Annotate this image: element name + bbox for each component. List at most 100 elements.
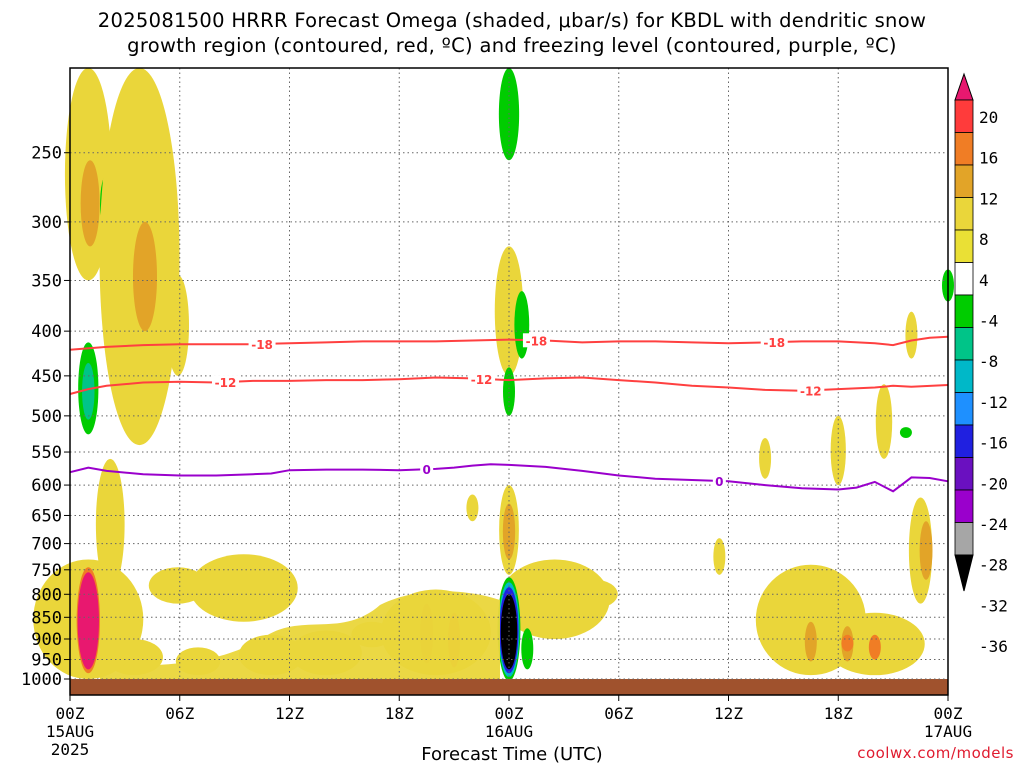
y-tick-label: 700 — [31, 535, 62, 555]
colorbar-swatch — [954, 262, 974, 296]
colorbar-swatch — [954, 229, 974, 263]
y-tick-label: 750 — [31, 561, 62, 581]
y-tick-label: 450 — [31, 367, 62, 387]
colorbar-swatch — [954, 164, 974, 198]
omega-blob — [132, 221, 158, 332]
y-tick-label: 400 — [31, 322, 62, 342]
colorbar-swatch — [954, 424, 974, 458]
omega-blob — [189, 554, 298, 622]
colorbar-label: -28 — [979, 556, 1008, 575]
omega-blob — [899, 427, 912, 438]
y-tick-label: 950 — [31, 651, 62, 671]
y-tick-label: 850 — [31, 608, 62, 628]
omega-blob — [521, 628, 534, 670]
x-tick-label: 00Z — [934, 704, 963, 723]
y-tick-label: 650 — [31, 506, 62, 526]
omega-blob — [499, 559, 610, 640]
colorbar-swatch — [954, 294, 974, 328]
contour-label: 0 — [423, 463, 431, 477]
omega-blob — [905, 311, 918, 359]
colorbar-label: 4 — [979, 271, 989, 290]
contour-label: -12 — [471, 373, 493, 387]
omega-blob — [572, 579, 618, 609]
contour-label-bg — [420, 462, 434, 477]
x-tick-date: 16AUG — [485, 722, 533, 741]
ground-bar — [70, 679, 948, 695]
colorbar-label: 20 — [979, 108, 998, 127]
x-tick-label: 18Z — [824, 704, 853, 723]
omega-blob — [919, 521, 933, 580]
x-tick-label: 06Z — [604, 704, 633, 723]
omega-blob — [77, 572, 99, 670]
x-tick-label: 00Z — [56, 704, 85, 723]
colorbar-label: -24 — [979, 515, 1008, 534]
colorbar-bottom-arrow — [954, 554, 974, 592]
omega-lowlevel-band — [100, 591, 500, 680]
contour--12 — [69, 376, 949, 395]
x-tick-label: 00Z — [495, 704, 524, 723]
colorbar-label: -32 — [979, 596, 1008, 615]
colorbar-label: 8 — [979, 230, 989, 249]
colorbar-swatch — [954, 132, 974, 166]
contour-label-bg — [468, 371, 496, 386]
x-axis-title: Forecast Time (UTC) — [421, 744, 603, 765]
y-tick-label: 900 — [31, 630, 62, 650]
x-tick-label: 06Z — [165, 704, 194, 723]
omega-blob — [759, 437, 772, 479]
omega-blob — [841, 634, 854, 652]
y-axis: 2503003504004505005506006507007508008509… — [21, 144, 70, 690]
x-tick-date: 17AUG — [924, 722, 972, 741]
colorbar-label: -8 — [979, 352, 998, 371]
colorbar-label: -36 — [979, 637, 1008, 656]
omega-blob — [868, 634, 881, 660]
colorbar-swatch — [954, 489, 974, 523]
y-tick-label: 600 — [31, 476, 62, 496]
contour-0 — [69, 463, 949, 493]
contour-label: -18 — [526, 334, 548, 348]
x-tick-year: 2025 — [51, 740, 90, 759]
y-tick-label: 300 — [31, 213, 62, 233]
colorbar-swatch — [954, 457, 974, 491]
contour-label-bg — [797, 383, 825, 398]
omega-blob — [875, 384, 893, 459]
colorbar: 20 16 12 8 4 -4 -8 -12 -16 -20 -24 -28 -32 -36 — [954, 72, 1008, 656]
x-tick-label: 18Z — [385, 704, 414, 723]
contour-label-bg — [522, 333, 550, 348]
omega-blob — [80, 160, 100, 247]
source-credit[interactable]: coolwx.com/models — [857, 744, 1014, 762]
colorbar-label: -12 — [979, 393, 1008, 412]
colorbar-label: 16 — [979, 149, 998, 168]
colorbar-label: -20 — [979, 474, 1008, 493]
y-tick-label: 1000 — [21, 670, 62, 690]
colorbar-swatch — [954, 522, 974, 556]
y-tick-label: 250 — [31, 144, 62, 164]
omega-blob — [713, 538, 726, 575]
contour-label-bg — [211, 375, 239, 390]
contour-label: -12 — [800, 384, 822, 398]
omega-blob — [514, 291, 530, 359]
colorbar-swatch — [954, 359, 974, 393]
x-tick-label: 12Z — [714, 704, 743, 723]
contour-label: 0 — [715, 475, 723, 489]
contour-label: -12 — [215, 376, 237, 390]
colorbar-swatch — [954, 99, 974, 133]
y-tick-label: 550 — [31, 443, 62, 463]
colorbar-label: 12 — [979, 189, 998, 208]
omega-blob — [82, 362, 95, 420]
colorbar-label: -16 — [979, 434, 1008, 453]
colorbar-label: -4 — [979, 312, 998, 331]
y-tick-label: 500 — [31, 407, 62, 427]
contour-label: -18 — [763, 336, 785, 350]
contour-label-bg — [760, 335, 788, 350]
chart-title-line-1: 2025081500 HRRR Forecast Omega (shaded, … — [97, 9, 927, 32]
omega-blob — [804, 621, 817, 662]
contour-label: -18 — [251, 338, 273, 352]
colorbar-swatch — [954, 197, 974, 231]
colorbar-swatch — [954, 327, 974, 361]
colorbar-top-arrow — [954, 72, 974, 101]
y-tick-label: 350 — [31, 271, 62, 291]
omega-blob — [95, 458, 125, 590]
contour-label-bg — [712, 473, 726, 488]
